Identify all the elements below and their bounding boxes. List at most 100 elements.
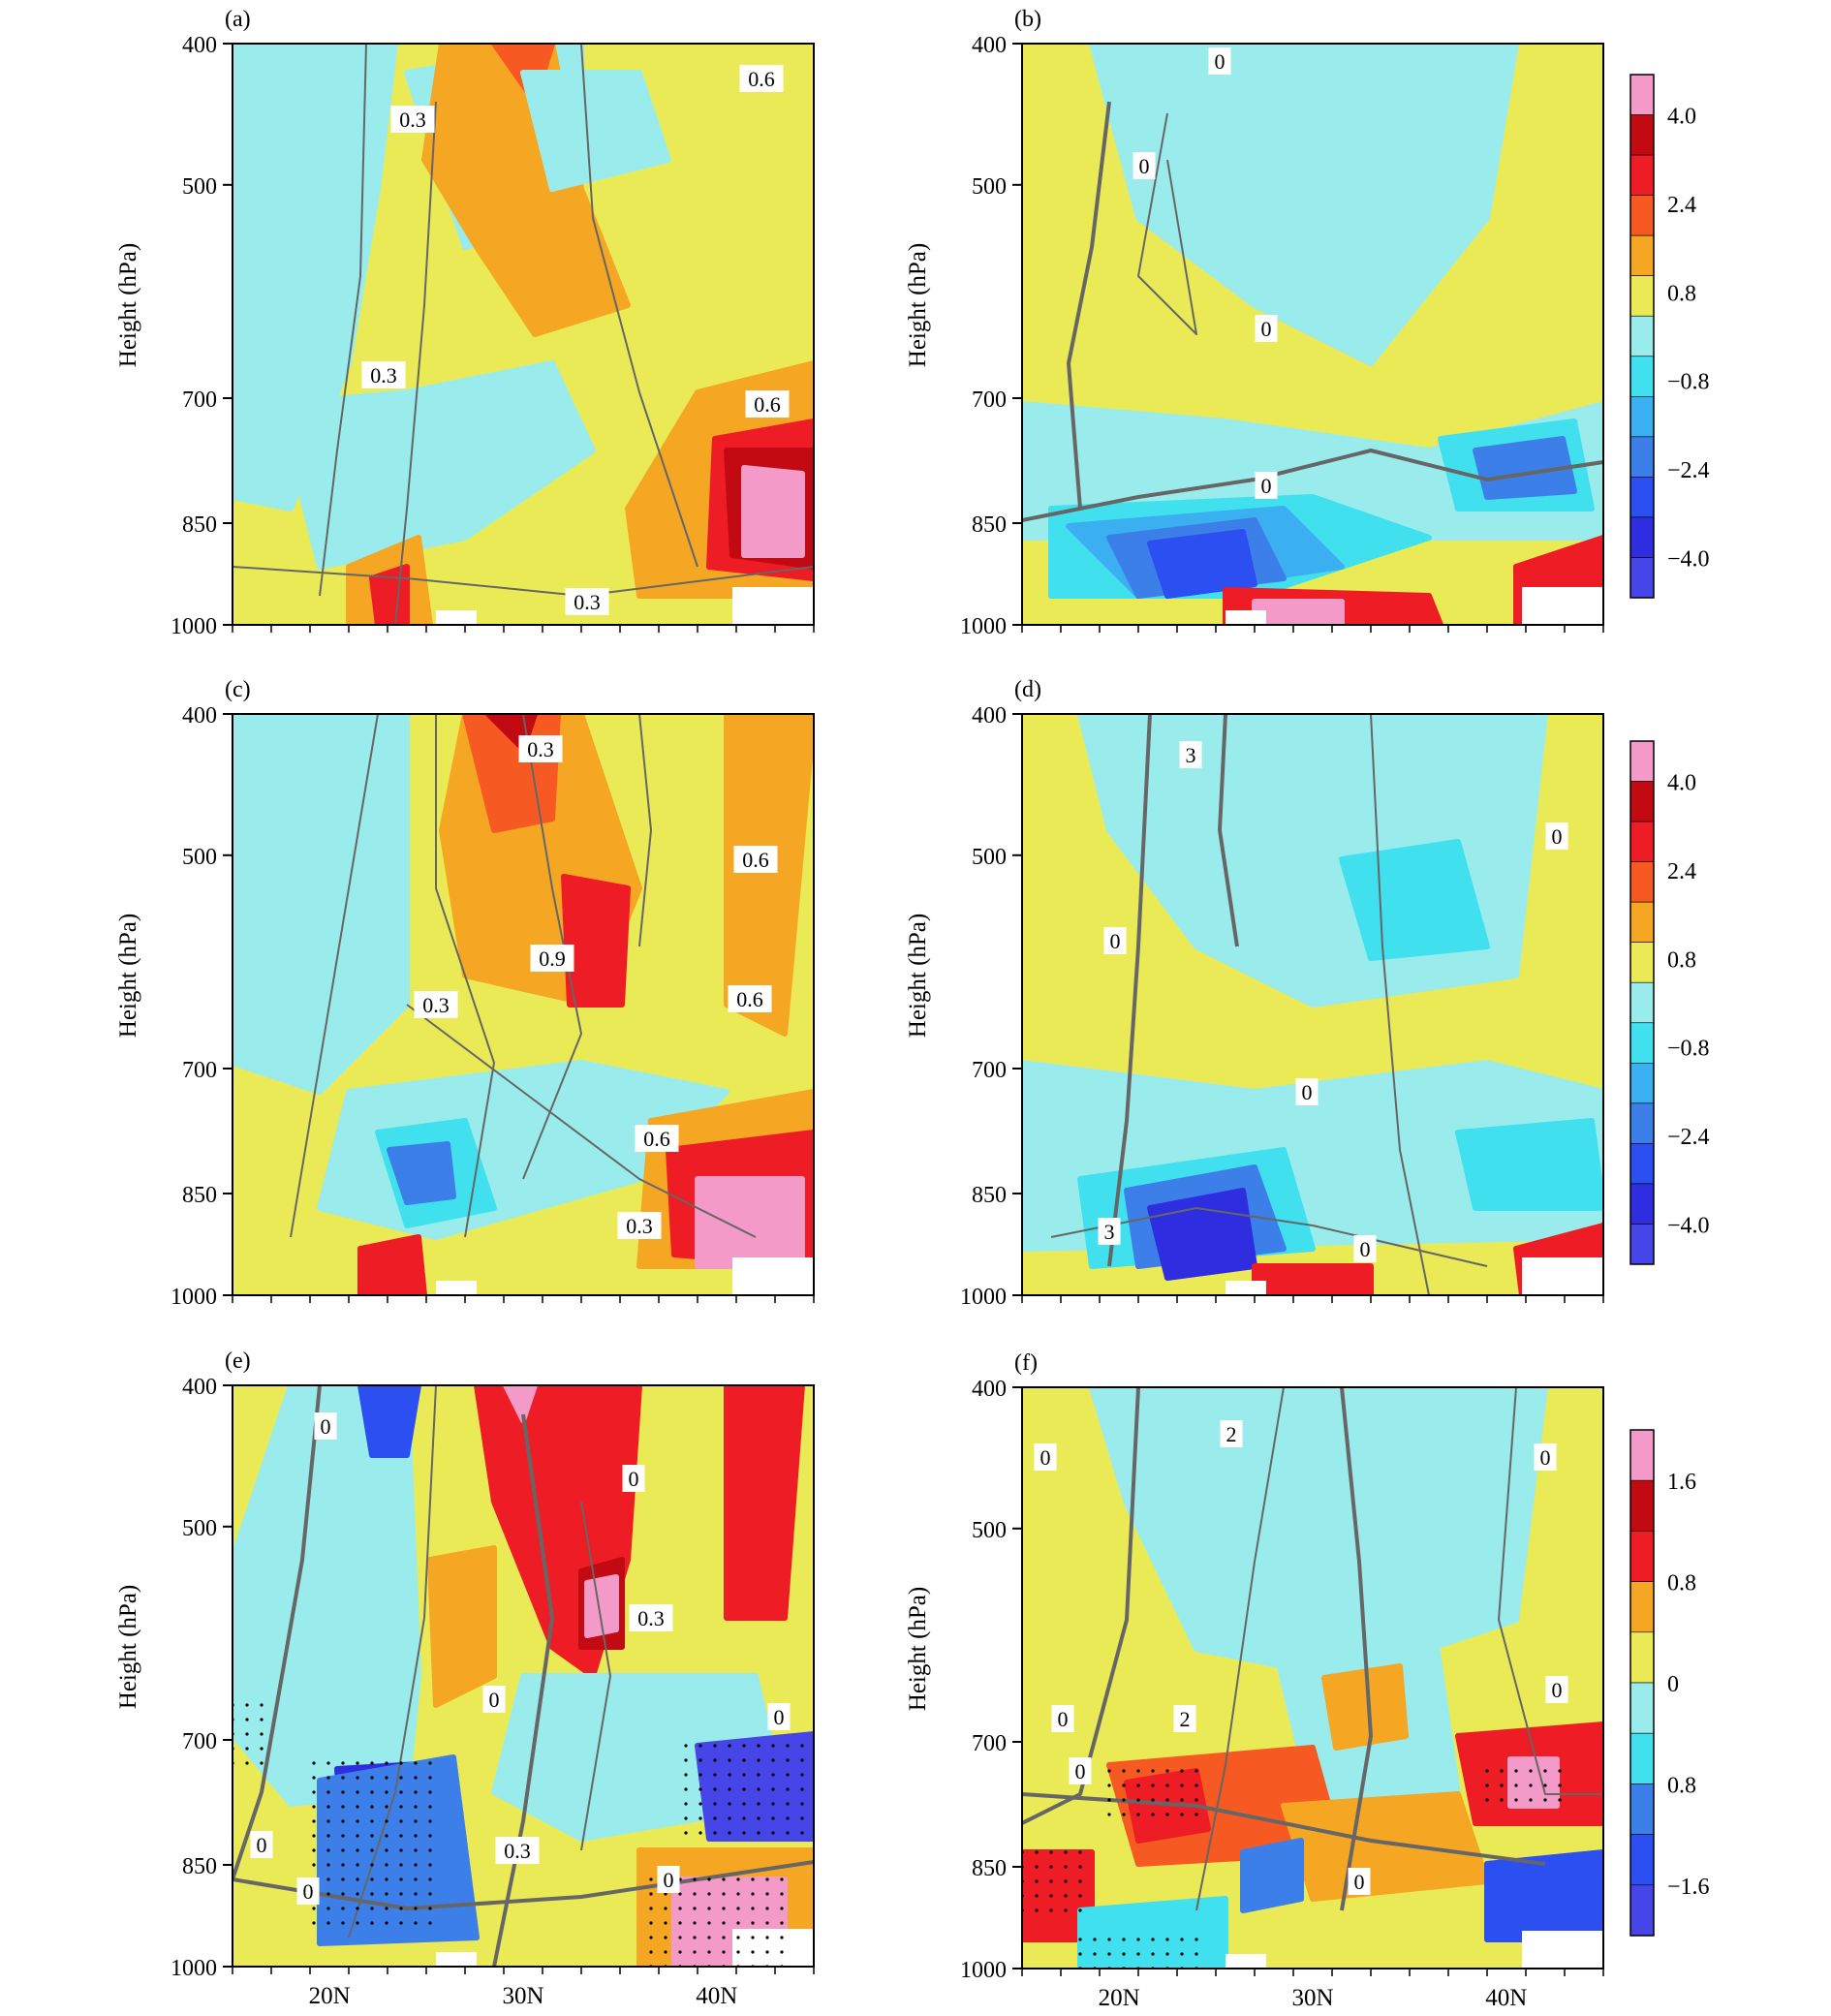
y-tick-label: 850: [182, 512, 217, 538]
contour-label: 0: [1075, 1759, 1086, 1783]
stipple-dot: [728, 1802, 731, 1806]
stipple-dot: [1195, 1783, 1198, 1787]
shaded-region: [1339, 839, 1490, 961]
stipple-dot: [1093, 1952, 1097, 1956]
stipple-dot: [713, 1758, 717, 1762]
colorbar-tick-label: 0.8: [1667, 1773, 1696, 1798]
contour-label-box: [296, 1877, 320, 1905]
stipple-dot: [414, 1921, 418, 1925]
stipple-dot: [414, 1892, 418, 1896]
contour-line: [1107, 714, 1152, 1267]
stipple-dot: [356, 1848, 359, 1852]
contour-label: 0: [303, 1879, 314, 1904]
stipple-dot: [786, 1802, 790, 1806]
stipple-dot: [664, 1921, 667, 1925]
stipple-dot: [800, 1744, 804, 1748]
stipple-dot: [399, 1877, 403, 1881]
stipple-dot: [1107, 1783, 1111, 1787]
colorbar-swatch: [1629, 1884, 1655, 1937]
contour-line: [1137, 112, 1197, 335]
stipple-dot: [1485, 1783, 1489, 1787]
stipple-dot: [1500, 1769, 1504, 1773]
stipple-dot: [1195, 1938, 1198, 1941]
stipple-dot: [385, 1877, 388, 1881]
shaded-region: [1484, 1849, 1603, 1942]
panel-label: (a): [225, 7, 251, 32]
stipple-dot: [414, 1907, 418, 1910]
stipple-dot: [312, 1761, 316, 1765]
contour-line: [1067, 101, 1111, 510]
stipple-dot: [728, 1816, 731, 1820]
y-tick-label: 400: [972, 1377, 1007, 1402]
y-axis-label: Height (hPa): [905, 914, 931, 1038]
shaded-region: [1455, 1118, 1603, 1211]
contour-label-box: [1534, 1443, 1557, 1471]
panel-c: 0.3 0.6 0.9 0.3 0.6 0.6 0.3 (c) 400 500 700 850 1000…: [115, 677, 815, 1310]
contour-label-box: [495, 1837, 540, 1864]
stipple-dot: [1049, 1850, 1053, 1854]
stipple-dot: [1558, 1769, 1562, 1773]
contour-label: 0.3: [637, 1606, 665, 1630]
stipple-dot: [698, 1802, 702, 1806]
stipple-dot: [693, 1907, 697, 1910]
stipple-dot: [1558, 1798, 1562, 1802]
panel-b: 0 0 0 0 (b) 400 500 700 850 1000 Height (hPa): [905, 7, 1604, 639]
colorbar-tick-label: 0.8: [1667, 281, 1696, 306]
stipple-dot: [385, 1907, 388, 1910]
shading-a: [233, 44, 814, 625]
stipple-dot: [356, 1819, 359, 1823]
colorbar-swatch: [1629, 74, 1655, 115]
contour-label-box: [1103, 927, 1127, 954]
contour-line: [406, 1004, 757, 1238]
stipple-dot: [414, 1848, 418, 1852]
shaded-region: [724, 1385, 805, 1621]
contour-label: 0: [1540, 1445, 1551, 1470]
shaded-region: [695, 1176, 805, 1269]
stipple-dot: [414, 1834, 418, 1838]
stipple-dot: [1122, 1813, 1126, 1816]
stipple-dot: [385, 1848, 388, 1852]
stipple-dot: [1136, 1769, 1140, 1773]
stipple-dot: [245, 1761, 249, 1765]
terrain-mask: [1522, 1257, 1603, 1295]
stipple-dot: [399, 1921, 403, 1925]
terrain-mask: [436, 1281, 477, 1295]
contour-line: [1370, 714, 1430, 1295]
stipple-dot: [326, 1805, 330, 1809]
colorbar-swatch: [1629, 942, 1655, 983]
stipple-dot: [1122, 1769, 1126, 1773]
contour-line: [233, 1860, 814, 1910]
colorbar-swatch: [1629, 234, 1655, 276]
stipple-dot: [736, 1921, 740, 1925]
stipple-dot: [370, 1761, 374, 1765]
stipple-dot: [370, 1776, 374, 1780]
stipple-dot: [771, 1816, 775, 1820]
stipple-dot: [649, 1936, 653, 1939]
stipple-dot: [385, 1834, 388, 1838]
contour-label: 0: [1058, 1707, 1069, 1731]
contour-line: [394, 101, 437, 625]
colorbar-1: 4.0 2.4 0.8 −0.8 −2.4 −4.0: [1629, 74, 1710, 599]
stipple-dot: [356, 1805, 359, 1809]
stipple-dot: [428, 1790, 432, 1794]
stipple-dot: [736, 1877, 740, 1881]
contour-label: 0.3: [504, 1839, 531, 1863]
x-tick-label: 20N: [1099, 1985, 1140, 2011]
contour-label: 0: [489, 1688, 500, 1712]
contour-label: 3: [1104, 1220, 1115, 1244]
x-tick-label: 20N: [309, 1983, 351, 2009]
colorbar-frame: [1629, 1429, 1655, 1937]
stipple-dot: [713, 1787, 717, 1791]
stipple-dot: [356, 1921, 359, 1925]
contour-label-box: [739, 65, 784, 92]
stipple-dot: [1180, 1798, 1184, 1802]
terrain-mask: [436, 1952, 477, 1967]
colorbar-tick-label: −4.0: [1667, 546, 1710, 572]
stipple-dot: [356, 1892, 359, 1896]
stipple-dot: [757, 1773, 760, 1777]
colorbar-swatch: [1629, 195, 1655, 236]
stipple-dot: [326, 1848, 330, 1852]
stipple-dot: [664, 1907, 667, 1910]
stipple-dot: [736, 1892, 740, 1896]
panels-layer: 0.3 0.6 0.3 0.6 0.3 (a) 400 500 700 850 1000 Height…: [115, 7, 1604, 2011]
